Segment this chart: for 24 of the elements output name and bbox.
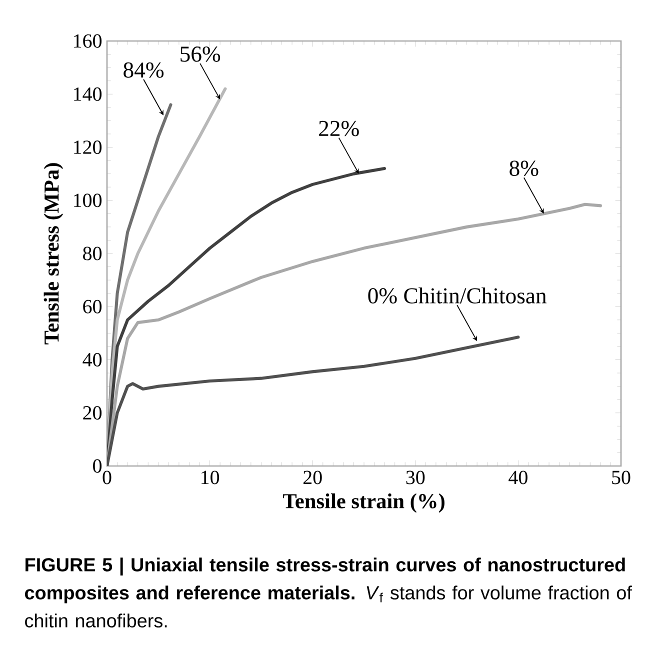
annotation: 0% Chitin/Chitosan (368, 288, 546, 304)
text: FIGURE 5 | Uniaxial tensile stress-strain curves of nanostructured composites and reference materials. V$_{f}$ stands for volume fraction of chitin nanofibers. (25, 558, 632, 628)
x-tick-label: 20 (303, 470, 322, 484)
x-axis-title: Tensile strain (%) (282, 493, 444, 513)
x-tick-label: 10 (202, 470, 220, 484)
y-tick-label: 100 (74, 194, 102, 208)
annotation: 8% (510, 160, 538, 176)
x-tick-label: 40 (508, 470, 528, 484)
annotation: 56% (180, 46, 220, 62)
y-tick-label: 160 (74, 34, 102, 48)
y-tick-label: 60 (83, 300, 102, 314)
y-tick-label: 40 (82, 353, 102, 366)
y-tick-label: 120 (74, 140, 102, 154)
x-tick-label: 50 (612, 470, 630, 484)
annotation: 84% (124, 62, 164, 78)
y-tick-label: 140 (74, 87, 102, 101)
x-tick-label: 0 (102, 470, 112, 484)
y-tick-label: 80 (83, 246, 102, 260)
line-series (107, 336, 520, 466)
y-axis-title: Tensile stress (MPa) (44, 163, 64, 344)
x-tick-label: 30 (406, 470, 425, 484)
y-tick-label: 0 (93, 459, 102, 473)
annotation: 22% (319, 120, 359, 136)
y-tick-label: 20 (83, 406, 102, 420)
